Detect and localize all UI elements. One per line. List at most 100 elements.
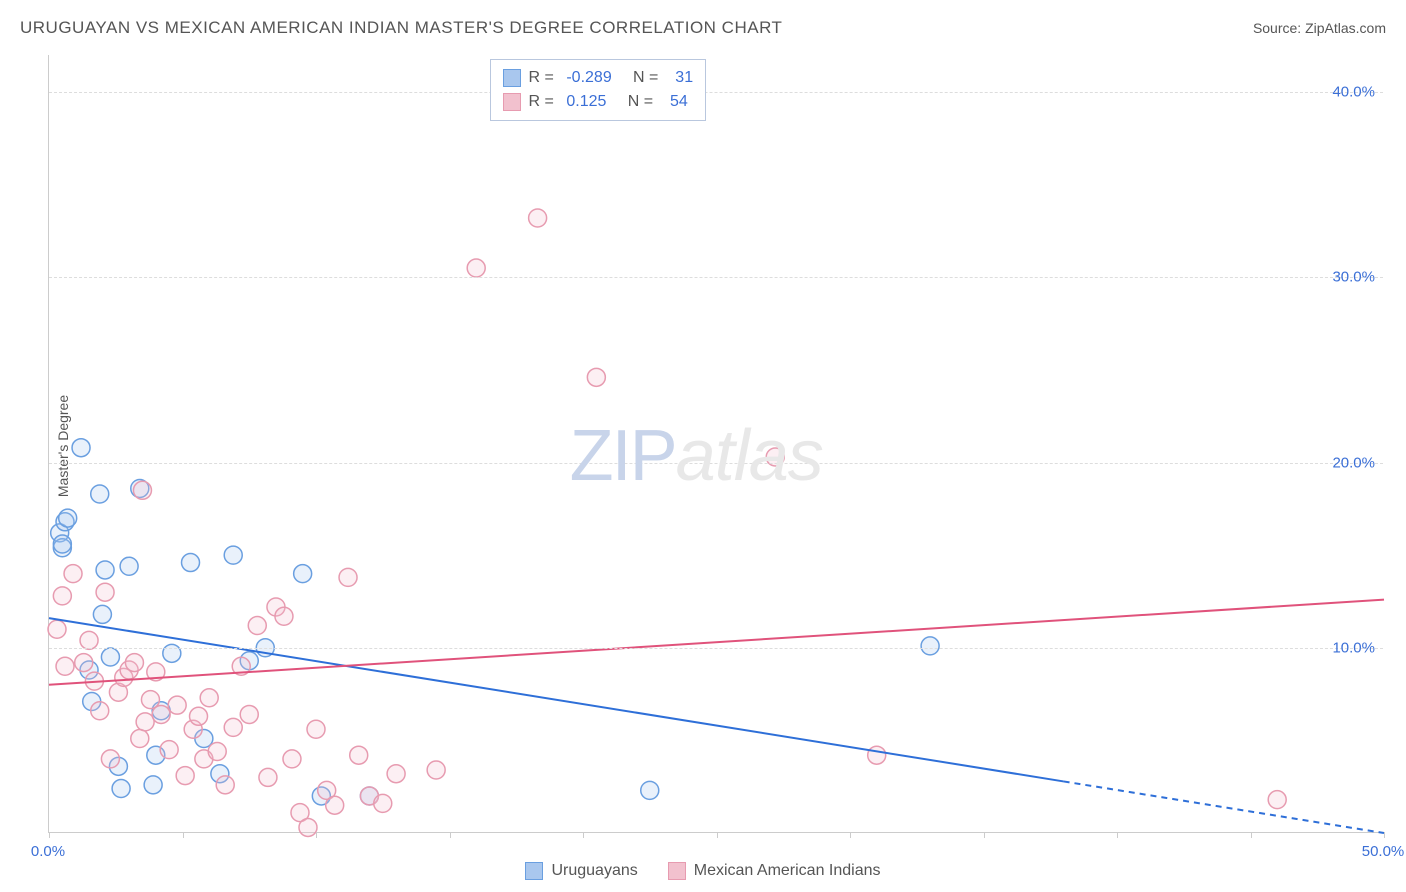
scatter-point <box>467 259 485 277</box>
scatter-point <box>350 746 368 764</box>
scatter-point <box>48 620 66 638</box>
x-tick <box>717 832 718 838</box>
legend-label: Mexican American Indians <box>694 862 881 880</box>
source-prefix: Source: <box>1253 20 1305 36</box>
scatter-point <box>80 631 98 649</box>
scatter-point <box>176 767 194 785</box>
source-name: ZipAtlas.com <box>1305 20 1386 36</box>
x-tick <box>49 832 50 838</box>
stats-swatch-icon <box>503 93 521 111</box>
y-tick-label: 10.0% <box>1332 639 1375 656</box>
scatter-point <box>136 713 154 731</box>
legend-item-uruguayans: Uruguayans <box>525 862 637 880</box>
scatter-point <box>72 439 90 457</box>
scatter-point <box>75 654 93 672</box>
chart-title: URUGUAYAN VS MEXICAN AMERICAN INDIAN MAS… <box>20 18 782 38</box>
scatter-point <box>200 689 218 707</box>
x-tick-label: 50.0% <box>1362 843 1405 860</box>
scatter-point <box>131 730 149 748</box>
gridline <box>49 648 1383 649</box>
x-tick <box>1117 832 1118 838</box>
scatter-point <box>182 554 200 572</box>
y-tick-label: 20.0% <box>1332 454 1375 471</box>
scatter-point <box>53 535 71 553</box>
chart-source: Source: ZipAtlas.com <box>1253 20 1386 36</box>
stats-box: R = -0.289 N = 31R = 0.125 N = 54 <box>490 59 707 121</box>
stats-n-value: 31 <box>675 66 693 90</box>
scatter-point <box>248 617 266 635</box>
trendline <box>49 600 1384 685</box>
stats-r-value: -0.289 <box>566 66 611 90</box>
chart-header: URUGUAYAN VS MEXICAN AMERICAN INDIAN MAS… <box>20 18 1386 38</box>
scatter-point <box>307 720 325 738</box>
scatter-point <box>96 561 114 579</box>
scatter-point <box>868 746 886 764</box>
scatter-point <box>64 565 82 583</box>
x-tick <box>183 832 184 838</box>
legend: Uruguayans Mexican American Indians <box>0 862 1406 880</box>
scatter-point <box>160 741 178 759</box>
stats-n-label: N = <box>620 66 668 90</box>
stats-r-label: R = <box>529 66 559 90</box>
x-tick <box>450 832 451 838</box>
scatter-point <box>120 557 138 575</box>
x-tick <box>984 832 985 838</box>
chart-svg <box>49 55 1383 832</box>
stats-n-label: N = <box>614 90 662 114</box>
scatter-point <box>1268 791 1286 809</box>
scatter-point <box>216 776 234 794</box>
scatter-point <box>283 750 301 768</box>
scatter-point <box>240 705 258 723</box>
x-tick <box>850 832 851 838</box>
x-tick <box>1251 832 1252 838</box>
scatter-point <box>59 509 77 527</box>
scatter-point <box>374 794 392 812</box>
legend-swatch-icon <box>525 862 543 880</box>
scatter-point <box>101 648 119 666</box>
scatter-point <box>190 707 208 725</box>
legend-label: Uruguayans <box>551 862 637 880</box>
scatter-point <box>125 654 143 672</box>
scatter-plot-area: 10.0%20.0%30.0%40.0%ZIPatlasR = -0.289 N… <box>48 55 1383 833</box>
legend-swatch-icon <box>668 862 686 880</box>
scatter-point <box>641 781 659 799</box>
scatter-point <box>294 565 312 583</box>
stats-row: R = -0.289 N = 31 <box>503 66 694 90</box>
trendline-dashed <box>1064 781 1384 833</box>
scatter-point <box>529 209 547 227</box>
legend-item-mexican-american-indians: Mexican American Indians <box>668 862 881 880</box>
stats-r-label: R = <box>529 90 559 114</box>
scatter-point <box>144 776 162 794</box>
scatter-point <box>224 718 242 736</box>
scatter-point <box>259 768 277 786</box>
gridline <box>49 92 1383 93</box>
scatter-point <box>587 368 605 386</box>
x-tick <box>583 832 584 838</box>
x-tick <box>1384 832 1385 838</box>
scatter-point <box>53 587 71 605</box>
x-tick-label: 0.0% <box>31 843 65 860</box>
y-tick-label: 40.0% <box>1332 84 1375 101</box>
scatter-point <box>96 583 114 601</box>
stats-row: R = 0.125 N = 54 <box>503 90 694 114</box>
scatter-point <box>339 568 357 586</box>
scatter-point <box>133 481 151 499</box>
stats-n-value: 54 <box>670 90 688 114</box>
scatter-point <box>427 761 445 779</box>
scatter-point <box>275 607 293 625</box>
scatter-point <box>208 742 226 760</box>
stats-swatch-icon <box>503 69 521 87</box>
scatter-point <box>387 765 405 783</box>
scatter-point <box>91 485 109 503</box>
y-tick-label: 30.0% <box>1332 269 1375 286</box>
scatter-point <box>921 637 939 655</box>
scatter-point <box>91 702 109 720</box>
gridline <box>49 277 1383 278</box>
scatter-point <box>224 546 242 564</box>
gridline <box>49 463 1383 464</box>
scatter-point <box>168 696 186 714</box>
scatter-point <box>93 605 111 623</box>
stats-r-value: 0.125 <box>566 90 606 114</box>
scatter-point <box>152 705 170 723</box>
scatter-point <box>56 657 74 675</box>
